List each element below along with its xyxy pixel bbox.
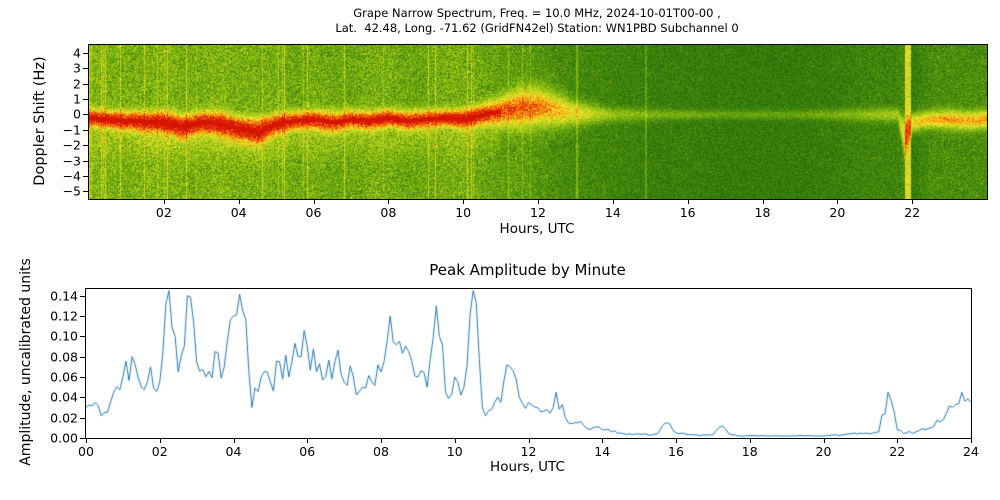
spectrogram-x-axis-label: Hours, UTC: [499, 221, 575, 237]
spectrogram-y-tick-mark: [83, 160, 88, 162]
amplitude-x-tick-label: 18: [741, 444, 758, 459]
spectrogram-x-tick-mark: [538, 200, 539, 204]
amplitude-x-tick-label: 06: [299, 444, 316, 459]
amplitude-x-tick-mark: [381, 439, 382, 443]
amplitude-line-chart: [85, 288, 972, 439]
amplitude-x-tick-mark: [602, 439, 604, 443]
spectrogram-x-tick-label: 22: [904, 205, 921, 220]
spectrogram-y-tick-label: 2: [73, 76, 81, 91]
amplitude-x-tick-mark: [676, 439, 677, 443]
amplitude-y-tick-label: 0.14: [50, 288, 78, 304]
amplitude-y-tick-mark: [80, 376, 85, 378]
amplitude-x-tick-mark: [749, 439, 751, 443]
amplitude-x-tick-label: 14: [594, 444, 611, 459]
amplitude-x-tick-mark: [823, 439, 825, 443]
amplitude-y-tick-mark: [80, 295, 85, 297]
amplitude-x-tick-label: 12: [520, 444, 537, 459]
amplitude-x-axis-label: Hours, UTC: [490, 459, 565, 475]
amplitude-y-tick-mark: [80, 438, 85, 439]
spectrogram-x-tick-label: 08: [380, 205, 397, 220]
spectrogram-y-tick-label: −5: [62, 183, 81, 199]
amplitude-y-tick-label: 0.06: [50, 369, 78, 385]
amplitude-x-tick-label: 22: [889, 444, 906, 459]
spectrogram-x-tick-label: 06: [305, 205, 322, 220]
amplitude-x-tick-mark: [971, 439, 972, 443]
spectrogram-y-tick-label: 3: [73, 60, 81, 76]
amplitude-y-tick-mark: [80, 315, 85, 317]
spectrogram-heatmap: [88, 44, 988, 200]
spectrogram-x-tick-label: 10: [455, 205, 472, 220]
amplitude-x-tick-label: 08: [373, 444, 389, 459]
amplitude-x-tick-mark: [233, 439, 235, 443]
amplitude-y-tick-label: 0.10: [50, 328, 78, 344]
spectrogram-x-tick-mark: [463, 200, 465, 204]
amplitude-y-tick-label: 0.02: [50, 410, 78, 426]
spectrogram-x-tick-mark: [388, 200, 390, 204]
amplitude-y-axis-label: Amplitude, uncalibrated units: [18, 258, 34, 466]
amplitude-y-tick-mark: [80, 336, 85, 338]
amplitude-x-tick-label: 24: [963, 444, 979, 459]
spectrogram-y-tick-label: −4: [62, 168, 81, 184]
spectrogram-y-tick-mark: [83, 83, 88, 85]
spectrogram-y-tick-mark: [83, 191, 88, 193]
amplitude-y-tick-mark: [80, 417, 85, 419]
spectrogram-title: Grape Narrow Spectrum, Freq. = 10.0 MHz,…: [88, 6, 986, 36]
spectrogram-x-tick-mark: [687, 200, 689, 204]
spectrogram-x-tick-mark: [612, 200, 614, 204]
spectrogram-x-tick-label: 14: [604, 205, 621, 220]
spectrogram-x-tick-label: 20: [829, 205, 846, 220]
spectrogram-x-tick-label: 18: [754, 205, 771, 220]
amplitude-x-tick-mark: [307, 439, 309, 443]
spectrogram-y-tick-mark: [83, 129, 88, 131]
spectrogram-x-tick-mark: [837, 200, 839, 204]
spectrogram-y-axis-label: Doppler Shift (Hz): [32, 56, 48, 186]
spectrogram-x-tick-label: 12: [530, 205, 546, 220]
amplitude-y-tick-mark: [80, 356, 85, 358]
spectrogram-y-tick-mark: [83, 175, 88, 177]
spectrogram-y-tick-mark: [83, 114, 88, 116]
spectrogram-y-tick-label: −2: [62, 137, 81, 153]
spectrogram-x-tick-mark: [912, 200, 914, 204]
spectrogram-x-tick-mark: [313, 200, 315, 204]
spectrogram-y-tick-mark: [83, 52, 88, 54]
amplitude-x-tick-mark: [86, 439, 87, 443]
spectrogram-x-tick-mark: [238, 200, 240, 204]
amplitude-chart-title: Peak Amplitude by Minute: [429, 261, 626, 279]
amplitude-x-tick-label: 10: [446, 444, 463, 459]
amplitude-x-tick-mark: [897, 439, 899, 443]
amplitude-x-tick-mark: [454, 439, 456, 443]
spectrogram-x-tick-mark: [163, 200, 165, 204]
amplitude-x-tick-label: 20: [815, 444, 832, 459]
amplitude-y-tick-label: 0.00: [50, 430, 78, 446]
amplitude-x-tick-mark: [528, 439, 530, 443]
spectrogram-x-tick-label: 02: [155, 205, 172, 220]
spectrogram-y-tick-mark: [83, 68, 88, 70]
spectrogram-y-tick-label: 0: [73, 106, 81, 122]
spectrogram-x-tick-label: 16: [679, 205, 696, 220]
spectrogram-y-tick-label: −1: [62, 122, 81, 138]
spectrogram-x-tick-mark: [762, 200, 764, 204]
amplitude-x-tick-label: 16: [668, 444, 684, 459]
spectrogram-x-tick-label: 04: [230, 205, 247, 220]
amplitude-x-tick-label: 04: [225, 444, 242, 459]
spectrogram-y-tick-label: −3: [62, 153, 81, 168]
spectrogram-title-line2: Lat. 42.48, Long. -71.62 (GridFN42el) St…: [335, 21, 739, 35]
amplitude-y-tick-label: 0.12: [50, 308, 78, 324]
amplitude-x-tick-label: 00: [78, 444, 94, 459]
amplitude-y-tick-label: 0.04: [50, 389, 78, 405]
spectrogram-title-line1: Grape Narrow Spectrum, Freq. = 10.0 MHz,…: [353, 6, 721, 20]
spectrogram-y-tick-mark: [83, 145, 88, 147]
amplitude-x-tick-mark: [159, 439, 161, 443]
spectrogram-y-tick-label: 1: [73, 91, 81, 107]
amplitude-x-tick-label: 02: [151, 444, 168, 459]
spectrogram-y-tick-mark: [83, 98, 88, 100]
amplitude-y-tick-mark: [80, 397, 85, 399]
spectrogram-y-tick-label: 4: [73, 45, 81, 61]
amplitude-y-tick-label: 0.08: [50, 349, 78, 365]
